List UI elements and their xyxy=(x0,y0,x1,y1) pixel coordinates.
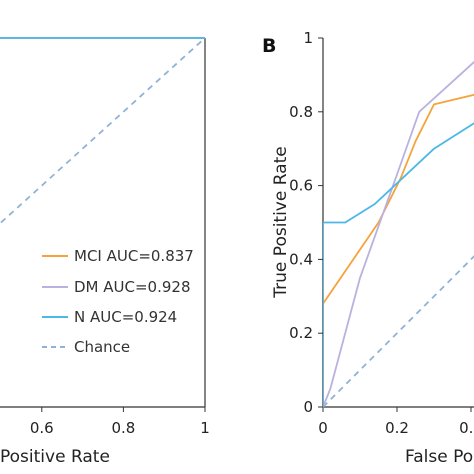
panel-b-y-tick-label: 0.6 xyxy=(289,177,313,195)
panel-a-x-tick-label: 0.6 xyxy=(30,419,54,437)
panel-b-series-n-line xyxy=(323,122,474,407)
legend-item-dm: DM AUC=0.928 xyxy=(42,278,190,296)
panel-b-ticks: 0 0.2 0.4 0 0.2 0.4 0.6 0.8 1 xyxy=(289,29,474,437)
legend-item-chance: Chance xyxy=(42,338,130,356)
panel-a-x-axis-label: Positive Rate xyxy=(0,447,110,467)
panel-b-x-tick-label: 0 xyxy=(318,419,328,437)
legend-label-dm: DM AUC=0.928 xyxy=(74,278,190,296)
panel-a-series-mci-line xyxy=(0,37,205,39)
panel-a-series-chance-line xyxy=(0,37,206,225)
legend-label-n: N AUC=0.924 xyxy=(74,308,177,326)
panel-a-x-tick-label: 0.8 xyxy=(111,419,135,437)
panel-b-series-mci-line xyxy=(323,93,474,407)
panel-b-y-tick-label: 0.2 xyxy=(289,324,313,342)
panel-b-series-dm-line xyxy=(323,60,474,408)
panel-b-label: B xyxy=(262,35,276,57)
legend-item-n: N AUC=0.924 xyxy=(42,308,177,326)
panel-b-y-tick-label: 1 xyxy=(303,29,313,47)
legend-label-chance: Chance xyxy=(74,338,130,356)
panel-b-y-tick-label: 0.8 xyxy=(289,103,313,121)
panel-b-x-tick-label: 0.4 xyxy=(459,419,474,437)
panel-a: 0.40.60.81 Positive Rate MCI AUC=0.837 D… xyxy=(0,37,210,467)
panel-b-x-tick-label: 0.2 xyxy=(385,419,409,437)
panel-a-x-ticks: 0.40.60.81 xyxy=(30,407,210,437)
legend: MCI AUC=0.837 DM AUC=0.928 N AUC=0.924 C… xyxy=(42,247,194,356)
panel-b-y-tick-label: 0.4 xyxy=(289,250,313,268)
panel-a-x-tick-label: 1 xyxy=(200,419,210,437)
panel-b: B 0 0.2 0.4 0 0.2 0.4 0.6 0.8 1 True Positive Ra… xyxy=(262,29,474,467)
panel-b-y-axis-label: True Positive Rate xyxy=(271,146,291,298)
panel-a-series-n-line xyxy=(0,37,205,39)
panel-b-curves xyxy=(323,60,474,408)
panel-a-curves xyxy=(0,37,206,225)
legend-item-mci: MCI AUC=0.837 xyxy=(42,247,194,265)
panel-b-x-axis-label: False Po xyxy=(405,447,473,467)
legend-label-mci: MCI AUC=0.837 xyxy=(74,247,194,265)
panel-a-series-dm-line xyxy=(0,37,205,39)
panel-b-y-tick-label: 0 xyxy=(303,398,313,416)
